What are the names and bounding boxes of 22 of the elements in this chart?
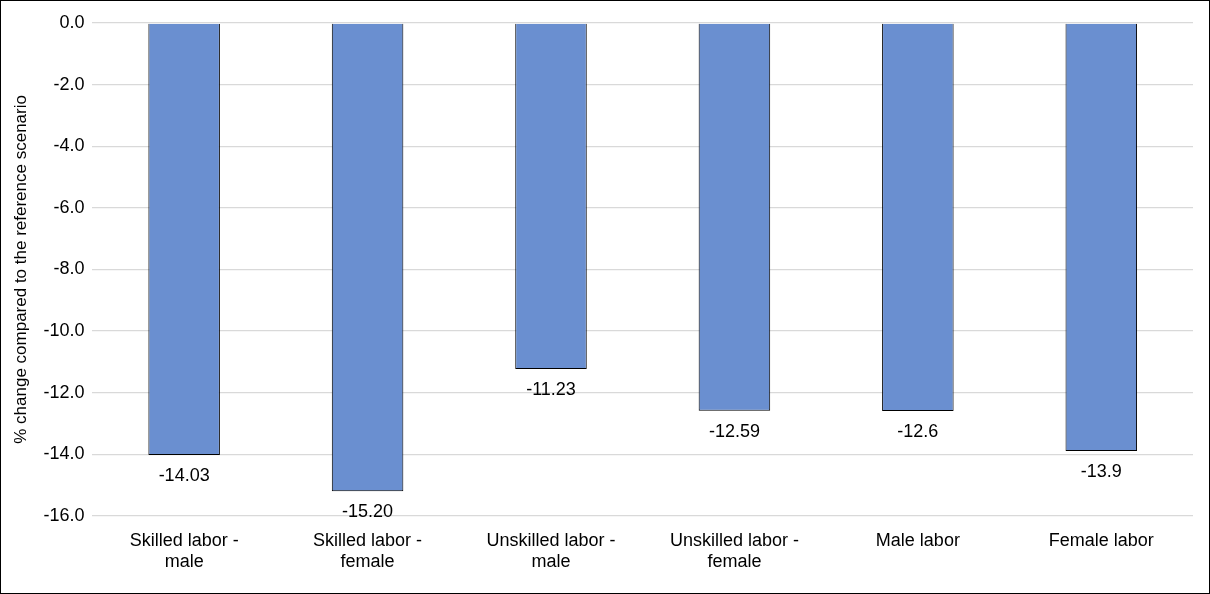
y-tick-label: -4.0 — [53, 135, 85, 156]
data-label: -15.20 — [342, 501, 394, 522]
y-tick-label: -6.0 — [53, 196, 85, 217]
y-tick-label: -8.0 — [53, 258, 85, 279]
x-tick-label: Skilled labor - female — [313, 529, 423, 572]
y-tick-label: 0.0 — [59, 11, 85, 32]
x-tick-label: Unskilled labor - male — [486, 529, 616, 572]
x-tick-label: Unskilled labor - female — [669, 529, 799, 572]
x-tick-label: Skilled labor - male — [129, 529, 239, 572]
data-label: -12.59 — [708, 420, 760, 441]
y-tick-label: -14.0 — [43, 443, 85, 464]
data-label: -14.03 — [158, 465, 210, 486]
x-tick-label: Male labor — [875, 529, 960, 550]
y-tick-label: -12.0 — [43, 381, 85, 402]
y-axis-title: % change compared to the reference scenario — [10, 95, 30, 444]
data-label: -11.23 — [526, 378, 576, 399]
x-tick-label: Female labor — [1048, 529, 1154, 550]
data-label: -13.9 — [1080, 461, 1122, 482]
y-tick-label: -16.0 — [43, 504, 85, 525]
y-tick-label: -10.0 — [43, 319, 85, 340]
data-label: -12.6 — [897, 421, 939, 442]
y-tick-label: -2.0 — [53, 73, 85, 94]
